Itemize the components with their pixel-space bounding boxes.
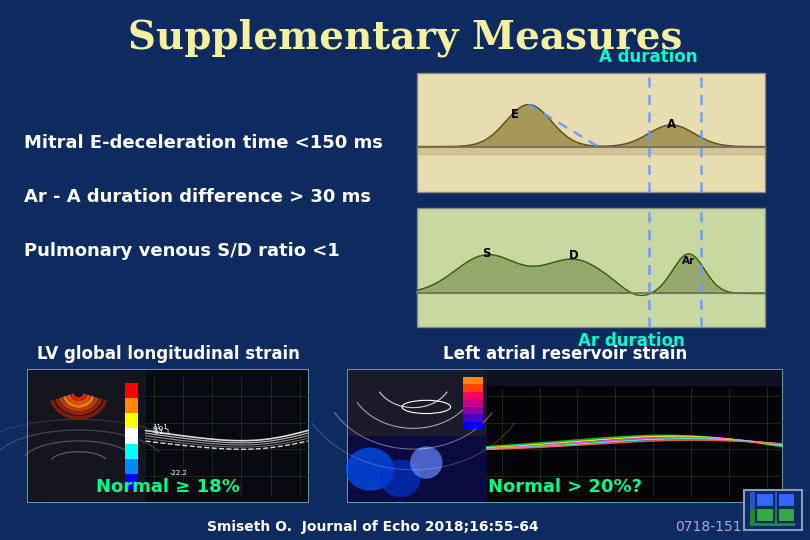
Bar <box>756 494 774 507</box>
Text: Left atrial reservoir strain: Left atrial reservoir strain <box>443 346 687 363</box>
Text: E: E <box>510 108 518 121</box>
Bar <box>463 414 483 422</box>
Bar <box>126 474 138 489</box>
Bar <box>487 370 782 502</box>
Ellipse shape <box>380 460 420 497</box>
Text: Supplementary Measures: Supplementary Measures <box>128 19 682 57</box>
Text: Ar: Ar <box>682 256 696 266</box>
Bar <box>750 509 795 526</box>
Bar <box>756 509 774 522</box>
Text: Normal > 20%?: Normal > 20%? <box>488 477 642 496</box>
Text: Smiseth O.  Journal of Echo 2018;16:55-64: Smiseth O. Journal of Echo 2018;16:55-64 <box>207 519 539 534</box>
Bar <box>126 383 138 399</box>
Bar <box>417 73 765 192</box>
Bar <box>463 384 483 392</box>
Bar <box>750 492 795 509</box>
Text: 0718-151: 0718-151 <box>676 519 742 534</box>
Text: A duration: A duration <box>599 49 697 66</box>
Text: 11.1: 11.1 <box>152 424 168 430</box>
Text: Ar - A duration difference > 30 ms: Ar - A duration difference > 30 ms <box>24 188 371 206</box>
Text: -11.1: -11.1 <box>152 429 170 435</box>
Bar <box>487 370 782 386</box>
Bar <box>417 208 765 327</box>
Bar <box>126 444 138 459</box>
Text: Mitral E-deceleration time <150 ms: Mitral E-deceleration time <150 ms <box>24 134 383 152</box>
Text: 0.0: 0.0 <box>152 427 164 433</box>
Bar <box>348 370 782 502</box>
Bar <box>126 458 138 474</box>
Text: A: A <box>667 118 676 131</box>
Bar <box>28 370 308 502</box>
Text: D: D <box>569 249 579 262</box>
Ellipse shape <box>410 446 442 478</box>
Bar <box>28 370 146 502</box>
Bar <box>348 436 487 502</box>
Bar <box>348 370 487 436</box>
Bar <box>463 422 483 429</box>
Text: Ar duration: Ar duration <box>578 332 685 350</box>
Ellipse shape <box>346 448 394 491</box>
Bar <box>463 407 483 414</box>
Bar <box>126 429 138 444</box>
Text: Pulmonary venous S/D ratio <1: Pulmonary venous S/D ratio <1 <box>24 242 340 260</box>
Bar <box>126 414 138 429</box>
Bar <box>146 370 308 502</box>
Text: Normal ≥ 18%: Normal ≥ 18% <box>96 477 240 496</box>
Bar <box>463 399 483 407</box>
Bar <box>778 509 795 522</box>
Text: LV global longitudinal strain: LV global longitudinal strain <box>36 346 300 363</box>
Text: S: S <box>483 247 491 260</box>
Text: -22.2: -22.2 <box>170 470 188 476</box>
Bar <box>778 494 795 507</box>
Bar <box>126 399 138 414</box>
Bar <box>744 490 802 530</box>
Bar <box>463 392 483 399</box>
Bar <box>463 376 483 384</box>
